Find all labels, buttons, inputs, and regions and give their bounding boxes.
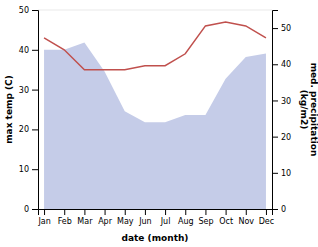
tick-mark <box>44 209 45 215</box>
tick-mark <box>226 209 227 215</box>
tick-label: Jul <box>160 217 171 226</box>
tick-mark <box>272 137 278 138</box>
tick-mark <box>32 10 38 11</box>
plot-frame <box>38 10 272 11</box>
tick-label: 20 <box>281 133 291 142</box>
tick: Nov <box>238 209 254 226</box>
tick-label: Mar <box>77 217 93 226</box>
marks <box>44 22 266 209</box>
y2-axis-title-line: med. precipitation <box>309 63 318 157</box>
tick-label: Jan <box>37 217 50 226</box>
plot: Jan Feb Mar Apr May Jun Jul Aug Sep Oct Nov Dec 0 10 2… <box>4 6 318 243</box>
y2-axis: 0 10 20 30 40 50 <box>272 11 291 215</box>
tick-label: 10 <box>281 169 291 178</box>
precipitation-area <box>44 43 266 209</box>
tick-label: 30 <box>19 86 29 95</box>
tick-label: Jun <box>138 217 152 226</box>
tick-mark <box>246 209 247 215</box>
tick-label: 40 <box>281 60 291 69</box>
tick: 10 <box>19 165 38 174</box>
tick-label: Nov <box>238 217 254 226</box>
tick-label: 0 <box>24 205 29 214</box>
y2-axis-title-line: (kg/m2) <box>299 90 309 130</box>
chart: Jan Feb Mar Apr May Jun Jul Aug Sep Oct Nov Dec 0 10 2… <box>0 0 318 247</box>
tick: 20 <box>19 125 38 134</box>
tick: Mar <box>77 209 93 226</box>
tick-label: Oct <box>219 217 233 226</box>
tick: 30 <box>19 86 38 95</box>
axis-line <box>32 11 39 210</box>
tick-mark <box>64 209 65 215</box>
tick-label: 50 <box>281 24 291 33</box>
y-axis: 0 10 20 30 40 50 <box>19 6 39 214</box>
tick-label: May <box>117 217 134 226</box>
tick-mark <box>272 209 278 210</box>
tick-label: Feb <box>58 217 72 226</box>
tick-mark <box>266 209 267 215</box>
tick: 30 <box>272 97 291 106</box>
tick: 50 <box>19 6 38 15</box>
tick-mark <box>32 90 38 91</box>
axis-line <box>39 210 273 216</box>
tick-label: 30 <box>281 97 291 106</box>
tick-label: Apr <box>98 217 113 226</box>
tick: 0 <box>24 205 38 214</box>
tick-mark <box>125 209 126 215</box>
tick-label: 10 <box>19 165 29 174</box>
tick: May <box>117 209 134 226</box>
tick: 50 <box>272 24 291 33</box>
tick: Aug <box>178 209 194 226</box>
tick-mark <box>272 64 278 65</box>
tick-mark <box>272 28 278 29</box>
tick-mark <box>32 169 38 170</box>
tick: Jul <box>160 209 171 226</box>
tick: Feb <box>58 209 72 226</box>
tick: 20 <box>272 133 291 142</box>
tick-mark <box>84 209 85 215</box>
tick-mark <box>145 209 146 215</box>
tick: Jan <box>37 209 50 226</box>
tick-mark <box>32 129 38 130</box>
tick-mark <box>165 209 166 215</box>
x-axis: Jan Feb Mar Apr May Jun Jul Aug Sep Oct Nov Dec <box>37 209 274 226</box>
tick-label: 50 <box>19 6 29 15</box>
tick: Oct <box>219 209 233 226</box>
tick-mark <box>32 209 38 210</box>
temperature-line <box>44 22 266 70</box>
tick-label: Sep <box>198 217 213 226</box>
tick: Apr <box>98 209 113 226</box>
tick-label: 0 <box>281 205 286 214</box>
tick: 40 <box>19 46 38 55</box>
tick-label: 20 <box>19 125 29 134</box>
tick: 10 <box>272 169 291 178</box>
tick: Sep <box>198 209 213 226</box>
tick: 0 <box>272 205 286 214</box>
tick-mark <box>105 209 106 215</box>
x-axis-title: date (month) <box>122 233 189 243</box>
tick-label: 40 <box>19 46 29 55</box>
tick-label: Aug <box>178 217 194 226</box>
y2-axis-title: med. precipitation(kg/m2) <box>299 63 318 157</box>
axis-line <box>273 11 279 210</box>
tick-mark <box>205 209 206 215</box>
tick-mark <box>32 50 38 51</box>
tick-mark <box>272 100 278 101</box>
tick-mark <box>185 209 186 215</box>
tick-label: Dec <box>259 217 274 226</box>
tick-mark <box>272 173 278 174</box>
tick: 40 <box>272 60 291 69</box>
tick: Jun <box>138 209 152 226</box>
tick: Dec <box>259 209 274 226</box>
y-axis-title: max temp (C) <box>4 75 14 144</box>
